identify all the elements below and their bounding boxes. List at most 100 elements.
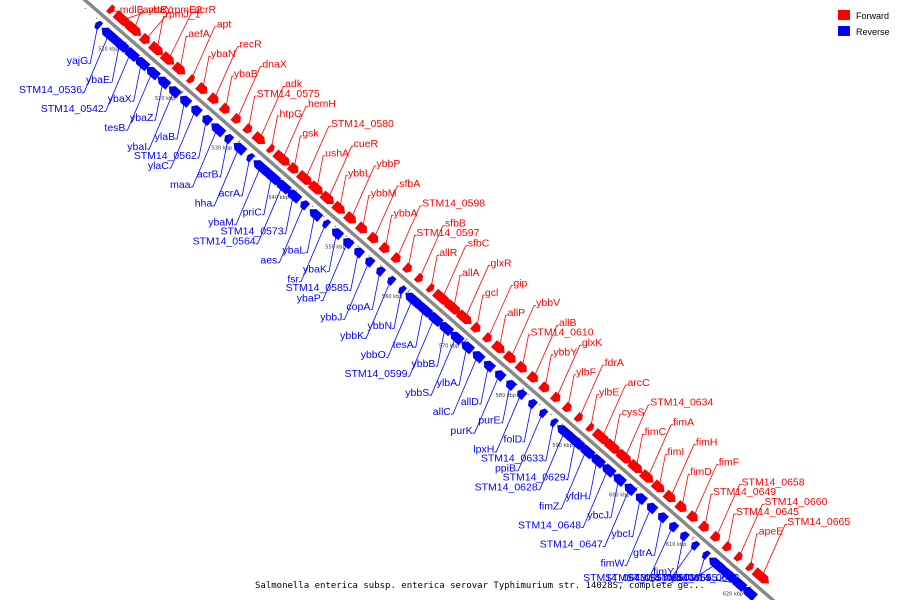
forward-gene-ylbf (561, 401, 572, 413)
forward-gene-shape (481, 331, 492, 343)
forward-gene-label-alla: allA (462, 267, 480, 279)
forward-gene-shape (147, 40, 164, 56)
forward-gene-shape (751, 567, 770, 584)
reverse-leader-alld (478, 365, 489, 405)
reverse-gene-label-stm14-0655: STM14_0655 (654, 572, 717, 584)
reverse-gene-ybbb (438, 321, 455, 337)
reverse-gene-shape (527, 398, 539, 410)
reverse-gene-shape (461, 341, 476, 355)
forward-gene-label-allp: allP (508, 307, 526, 319)
forward-gene-shape (319, 190, 335, 205)
forward-gene-shape (585, 422, 595, 433)
forward-gene-shape (366, 231, 379, 244)
reverse-gene-shape (146, 66, 162, 81)
forward-gene-ybby (537, 381, 550, 393)
reverse-leader-ylac (168, 109, 196, 169)
reverse-gene-ybbs (450, 331, 465, 346)
forward-gene-shape (638, 468, 654, 483)
forward-gene-stm14-0575 (242, 122, 253, 134)
reverse-leader-purk (472, 374, 500, 434)
forward-gene-label-yban: ybaN (211, 48, 236, 60)
forward-gene-dnax (230, 112, 242, 124)
forward-leader-allr (430, 254, 440, 289)
reverse-gene-label-fimw: fimW (601, 557, 625, 569)
forward-gene-shape (685, 510, 698, 523)
forward-gene-label-stm14-0598: STM14_0598 (422, 198, 485, 210)
forward-gene-ybbp (342, 210, 357, 224)
forward-leader-gsk (293, 135, 303, 170)
reverse-gene-fimw (646, 502, 659, 515)
reverse-gene-shape (397, 285, 408, 296)
forward-leader-fdra (578, 364, 605, 419)
reverse-leader-gtra (652, 516, 663, 556)
forward-gene-shape (272, 149, 290, 166)
forward-gene-label-cyss: cysS (622, 406, 645, 418)
reverse-gene-label-ybbb: ybbB (412, 358, 436, 370)
reverse-gene-shape (679, 531, 691, 542)
forward-gene-label-stm14-0645: STM14_0645 (736, 506, 799, 518)
reverse-gene-label-acra: acrA (219, 188, 241, 200)
forward-gene-stm14-0580 (295, 169, 312, 185)
forward-gene-shape (206, 92, 219, 105)
minor-tick (391, 275, 393, 277)
reverse-gene-stm14-0643 (668, 521, 680, 533)
forward-gene-mdlb (105, 4, 116, 15)
forward-gene-shape (514, 360, 527, 373)
reverse-gene-shape (450, 331, 465, 346)
forward-gene-shape (242, 122, 253, 134)
forward-gene-shape (697, 520, 709, 532)
forward-gene-shape (230, 112, 242, 124)
reverse-gene-label-stm14-0629: STM14_0629 (503, 471, 566, 483)
reverse-leader-aes (277, 204, 305, 264)
reverse-gene-shape (135, 56, 151, 72)
forward-leader-stm14-0634 (624, 404, 651, 458)
reverse-gene-lpxh (516, 389, 528, 401)
reverse-gene-label-ybbs: ybbS (405, 387, 429, 399)
reverse-gene-shape (505, 379, 518, 392)
forward-gene-rpmj-1 (147, 40, 164, 56)
reverse-leader-ybae (109, 43, 121, 83)
forward-gene-label-sfbc: sfbC (468, 237, 490, 249)
map-caption: Salmonella enterica subsp. enterica sero… (255, 581, 705, 591)
forward-leader-acrr (168, 11, 194, 60)
reverse-gene-shape (157, 76, 172, 90)
forward-gene-shape (194, 81, 208, 95)
forward-leader-yban (202, 55, 212, 90)
reverse-gene-hha (233, 142, 248, 156)
forward-gene-shape (342, 210, 357, 224)
reverse-leader-ybbo (385, 298, 413, 358)
reverse-gene-shape (343, 237, 355, 250)
legend-reverse-swatch (838, 26, 850, 36)
forward-gene-stm14-0610 (514, 360, 527, 373)
reverse-gene-stm14-0573 (286, 189, 303, 204)
forward-leader-apee (749, 533, 759, 568)
reverse-leader-stm14-0585 (348, 251, 359, 291)
forward-leader-cyss (613, 414, 622, 448)
forward-leader-fimi (658, 453, 668, 488)
reverse-leader-ylab (175, 100, 186, 140)
forward-leader-aefa (179, 35, 189, 70)
forward-leader-ybba (384, 215, 394, 249)
reverse-gene-ybap (343, 237, 355, 250)
reverse-leader-stm14-0633 (543, 421, 555, 462)
forward-leader-stm14-0658 (715, 484, 742, 538)
reverse-gene-ybal (309, 208, 324, 223)
forward-leader-cuer (327, 145, 354, 200)
reverse-gene-gtra (657, 512, 670, 524)
reverse-gene-label-maa: maa (170, 179, 191, 191)
forward-gene-cuer (319, 190, 335, 205)
reverse-gene-label-stm14-0650: STM14_0650 (627, 572, 690, 584)
reverse-leader-stm14-0564 (255, 185, 283, 245)
reverse-gene-ylab (180, 95, 193, 108)
reverse-gene-ybcj (613, 473, 628, 488)
tick-label-510: 510 kbp (98, 47, 118, 53)
reverse-gene-label-ybdg: ybdG (671, 572, 696, 584)
forward-gene-label-ybby: ybbY (553, 347, 577, 359)
reverse-gene-shape (309, 208, 324, 223)
reverse-gene-fold (527, 398, 539, 410)
reverse-leader-stm14-0573 (283, 194, 294, 235)
minor-tick (84, 7, 87, 10)
forward-leader-sfbb (419, 225, 445, 279)
reverse-gene-label-fimy: fimY (653, 566, 674, 578)
